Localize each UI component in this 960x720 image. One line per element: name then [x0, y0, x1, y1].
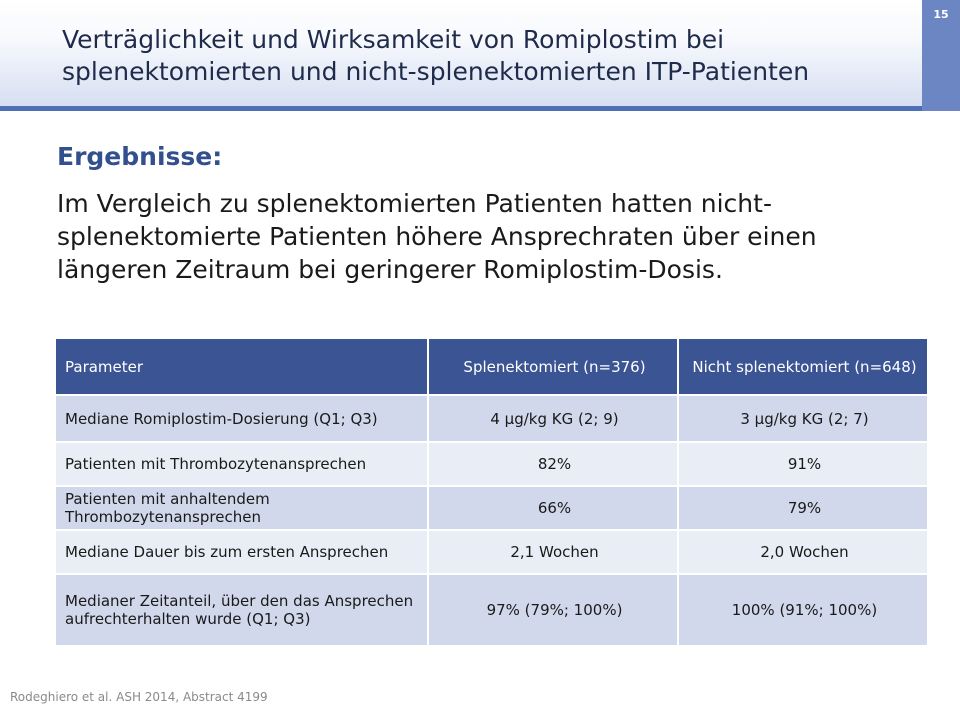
slide-title: Verträglichkeit und Wirksamkeit von Romi… [62, 25, 810, 86]
table-row: Patienten mit anhaltendem Thrombozytenan… [56, 486, 929, 531]
results-table: Parameter Splenektomiert (n=376) Nicht s… [56, 339, 929, 647]
row-non-splenectomized-value: 100% (91%; 100%) [678, 574, 929, 647]
row-non-splenectomized-value: 91% [678, 442, 929, 487]
row-splenectomized-value: 4 µg/kg KG (2; 9) [428, 395, 679, 443]
header-splenectomized: Splenektomiert (n=376) [428, 339, 679, 396]
table-row: Mediane Romiplostim-Dosierung (Q1; Q3) 4… [56, 395, 929, 443]
table-row: Patienten mit Thrombozytenansprechen 82%… [56, 442, 929, 487]
row-non-splenectomized-value: 79% [678, 486, 929, 531]
table-header-row: Parameter Splenektomiert (n=376) Nicht s… [56, 339, 929, 396]
row-parameter: Patienten mit anhaltendem Thrombozytenan… [56, 486, 429, 531]
row-parameter: Medianer Zeitanteil, über den das Anspre… [56, 574, 429, 647]
header-non-splenectomized: Nicht splenektomiert (n=648) [678, 339, 929, 396]
row-non-splenectomized-value: 2,0 Wochen [678, 530, 929, 575]
row-splenectomized-value: 82% [428, 442, 679, 487]
results-summary: Im Vergleich zu splenektomierten Patient… [57, 189, 817, 284]
row-parameter: Mediane Dauer bis zum ersten Ansprechen [56, 530, 429, 575]
page-number: 15 [933, 8, 949, 21]
table-row: Medianer Zeitanteil, über den das Anspre… [56, 574, 929, 647]
header-parameter: Parameter [56, 339, 429, 396]
row-splenectomized-value: 66% [428, 486, 679, 531]
row-splenectomized-value: 97% (79%; 100%) [428, 574, 679, 647]
table-row: Mediane Dauer bis zum ersten Ansprechen … [56, 530, 929, 575]
page-number-tab [922, 0, 960, 111]
row-splenectomized-value: 2,1 Wochen [428, 530, 679, 575]
source-citation: Rodeghiero et al. ASH 2014, Abstract 419… [10, 690, 268, 704]
row-parameter: Patienten mit Thrombozytenansprechen [56, 442, 429, 487]
slide-header [0, 0, 960, 110]
header-divider [0, 106, 960, 111]
row-non-splenectomized-value: 3 µg/kg KG (2; 7) [678, 395, 929, 443]
section-heading: Ergebnisse: [57, 142, 223, 171]
row-parameter: Mediane Romiplostim-Dosierung (Q1; Q3) [56, 395, 429, 443]
